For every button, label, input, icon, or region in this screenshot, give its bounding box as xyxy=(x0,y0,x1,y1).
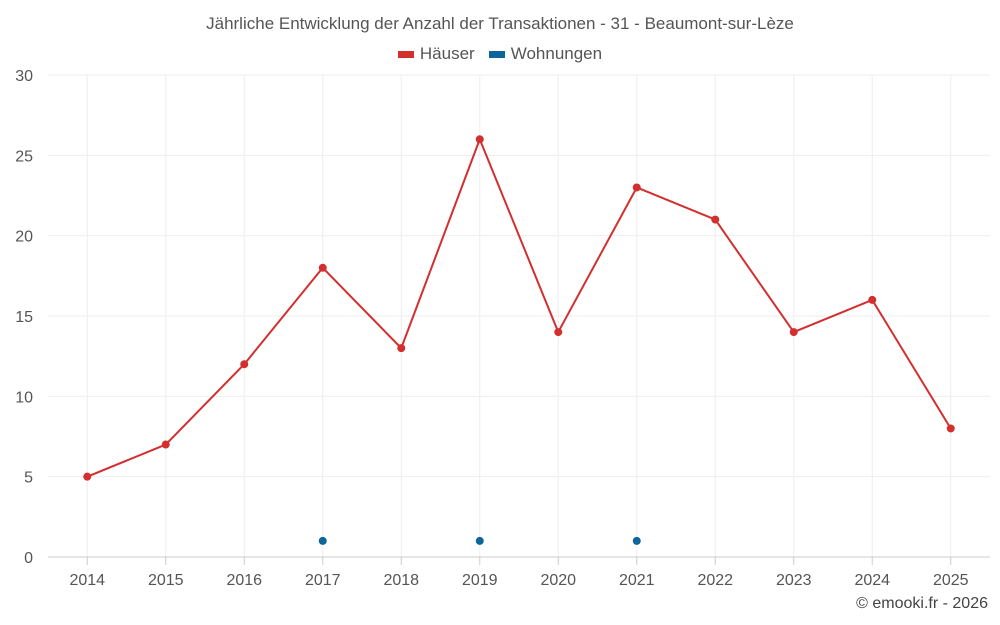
x-tick-label: 2017 xyxy=(305,572,341,589)
legend-label-apartments: Wohnungen xyxy=(510,44,603,63)
data-point-houses-2025 xyxy=(946,424,955,433)
data-point-houses-2014 xyxy=(83,472,92,481)
data-point-houses-2016 xyxy=(240,360,249,369)
y-tick-label: 30 xyxy=(15,68,33,85)
y-tick-label: 10 xyxy=(15,389,33,406)
data-point-apartments-2021 xyxy=(632,536,641,545)
data-point-houses-2021 xyxy=(632,183,641,192)
y-tick-label: 20 xyxy=(15,229,33,246)
data-point-houses-2023 xyxy=(789,328,798,337)
data-point-houses-2017 xyxy=(318,263,327,272)
legend-label-houses: Häuser xyxy=(419,44,475,63)
x-tick-label: 2018 xyxy=(383,572,419,589)
data-point-houses-2015 xyxy=(161,440,170,449)
x-tick-label: 2022 xyxy=(697,572,733,589)
data-point-houses-2024 xyxy=(868,295,877,304)
grid-lines xyxy=(48,74,990,557)
series-line-houses xyxy=(86,138,952,478)
data-point-houses-2018 xyxy=(397,344,406,353)
chart-title: Jährliche Entwicklung der Anzahl der Tra… xyxy=(206,14,794,33)
data-point-apartments-2019 xyxy=(475,536,484,545)
legend-item-houses[interactable]: Häuser xyxy=(397,44,475,64)
legend-item-apartments[interactable]: Wohnungen xyxy=(488,44,603,64)
y-tick-label: 0 xyxy=(24,550,33,567)
y-tick-label: 15 xyxy=(15,309,33,326)
axes xyxy=(48,556,990,565)
x-tick-label: 2025 xyxy=(933,572,969,589)
data-point-apartments-2017 xyxy=(318,536,327,545)
x-tick-label: 2020 xyxy=(540,572,576,589)
data-point-houses-2022 xyxy=(711,215,720,224)
x-tick-label: 2023 xyxy=(776,572,812,589)
data-point-houses-2019 xyxy=(475,135,484,144)
legend-swatch-houses xyxy=(397,50,414,58)
x-tick-label: 2015 xyxy=(148,572,184,589)
series xyxy=(83,135,955,545)
x-tick-label: 2016 xyxy=(226,572,262,589)
y-tick-label: 5 xyxy=(24,470,33,487)
x-tick-label: 2014 xyxy=(69,572,105,589)
legend-swatch-apartments xyxy=(488,50,505,58)
x-tick-label: 2021 xyxy=(619,572,655,589)
x-tick-label: 2024 xyxy=(854,572,890,589)
data-point-houses-2020 xyxy=(554,328,563,337)
credit-text: © emooki.fr - 2026 xyxy=(856,595,988,612)
y-tick-label: 25 xyxy=(15,148,33,165)
x-tick-label: 2019 xyxy=(462,572,498,589)
legend: Häuser Wohnungen xyxy=(0,44,1000,64)
